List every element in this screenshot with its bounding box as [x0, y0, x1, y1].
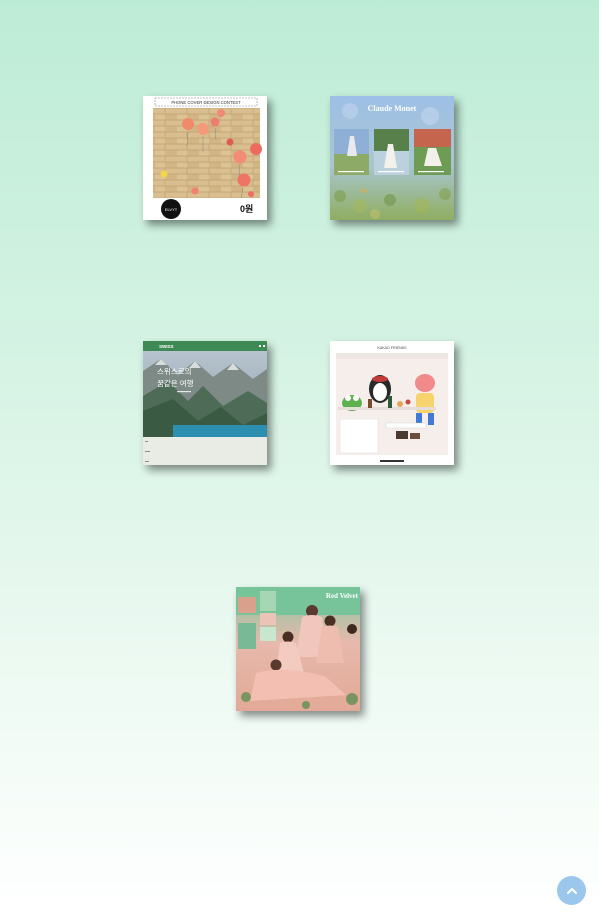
redvelvet-title: Red Velvet [326, 592, 359, 600]
monet-texture [334, 103, 451, 219]
swiss-headline-2: 꿈같은 여행 [157, 378, 194, 388]
balloon-banner: PHONE COVER DESIGN CONTEST [171, 100, 241, 105]
counter-label: 0원 [240, 203, 253, 214]
scroll-top-button[interactable] [557, 876, 586, 905]
redvelvet-members [250, 605, 357, 701]
kakao-brand: KAKAO FRIENDS [377, 346, 407, 350]
brand-logo: ELVYT [165, 207, 178, 212]
balloon-decor [160, 109, 262, 199]
painting-thumbnails [334, 129, 451, 175]
kakao-table-items [368, 396, 411, 408]
project-card-swiss[interactable]: SWISS 스위스로의 꿈같은 여행 [143, 341, 267, 465]
swiss-headline-1: 스위스로의 [157, 366, 192, 376]
swiss-thumbnail: SWISS 스위스로의 꿈같은 여행 [143, 341, 267, 465]
kakao-calendar [339, 418, 379, 454]
monet-title: Claude Monet [368, 104, 417, 113]
swiss-footer-text [145, 441, 150, 462]
project-card-kakao[interactable]: KAKAO FRIENDS [330, 341, 454, 465]
balloon-thumbnail: PHONE COVER DESIGN CONTEST ELVYT 0원 [143, 96, 267, 220]
project-card-monet[interactable]: Claude Monet [330, 96, 454, 220]
swiss-menu-icon [259, 345, 261, 347]
painting-captions [338, 171, 444, 173]
project-card-balloon[interactable]: PHONE COVER DESIGN CONTEST ELVYT 0원 [143, 96, 267, 220]
swiss-brand: SWISS [159, 344, 174, 349]
brand-logo-badge [161, 199, 181, 219]
redvelvet-thumbnail: Red Velvet [236, 587, 360, 711]
swiss-header-bar [143, 341, 267, 351]
project-card-redvelvet[interactable]: Red Velvet [236, 587, 360, 711]
chevron-up-icon [566, 887, 577, 894]
kakao-thumbnail: KAKAO FRIENDS [330, 341, 454, 465]
monet-thumbnail: Claude Monet [330, 96, 454, 220]
redvelvet-side-photos [238, 591, 276, 649]
